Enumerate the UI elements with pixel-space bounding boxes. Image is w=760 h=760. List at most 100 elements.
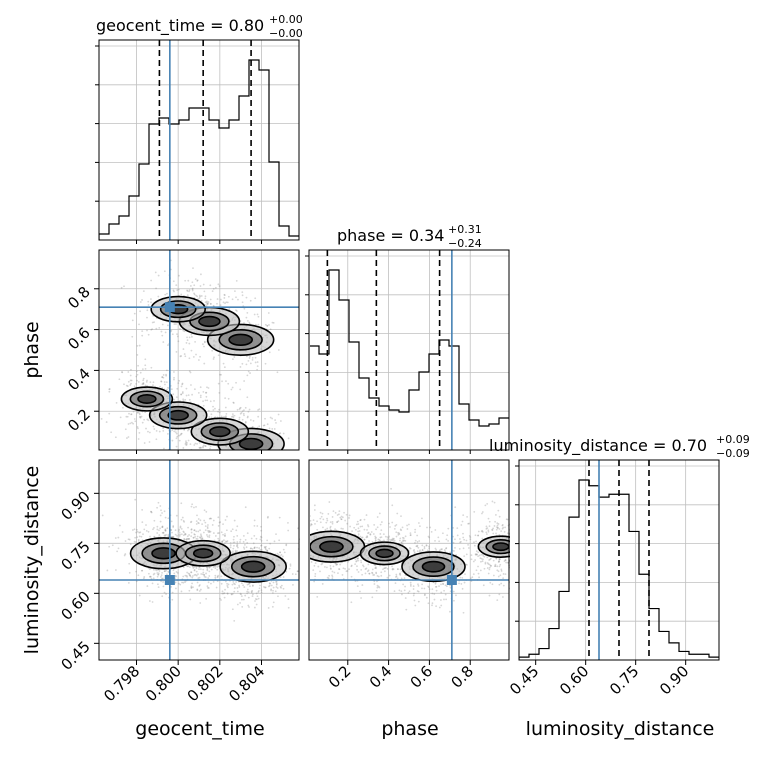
scatter-point xyxy=(159,505,162,507)
scatter-point xyxy=(185,342,188,344)
scatter-point xyxy=(232,538,235,541)
scatter-point xyxy=(473,541,475,543)
scatter-point xyxy=(185,538,187,541)
scatter-point xyxy=(236,456,238,458)
scatter-point xyxy=(118,378,121,381)
scatter-point xyxy=(222,301,225,304)
scatter-point xyxy=(495,532,497,535)
scatter-point xyxy=(166,573,168,576)
scatter-point xyxy=(447,539,450,542)
scatter-point xyxy=(257,591,260,593)
scatter-point xyxy=(156,575,159,578)
scatter-point xyxy=(226,584,229,587)
scatter-point xyxy=(183,330,186,333)
scatter-point xyxy=(524,522,526,524)
scatter-point xyxy=(274,419,277,421)
scatter-point xyxy=(190,571,192,574)
panel-frame xyxy=(308,459,510,661)
scatter-point xyxy=(192,565,194,568)
scatter-point xyxy=(137,438,140,440)
scatter-point xyxy=(255,451,257,453)
scatter-point xyxy=(499,574,502,577)
scatter-point xyxy=(414,604,417,607)
scatter-point xyxy=(209,298,212,301)
scatter-point xyxy=(178,531,181,534)
scatter-point xyxy=(425,544,428,547)
scatter-point xyxy=(371,541,374,543)
scatter-point xyxy=(272,321,275,324)
scatter-point xyxy=(494,520,496,523)
scatter-point xyxy=(398,532,400,535)
scatter-point xyxy=(374,537,377,540)
scatter-point xyxy=(481,531,484,533)
scatter-point xyxy=(137,411,139,414)
scatter-point xyxy=(192,567,195,569)
scatter-point xyxy=(166,369,168,372)
scatter-point xyxy=(357,533,360,536)
scatter-point xyxy=(512,543,514,545)
scatter-point xyxy=(164,529,167,532)
scatter-point xyxy=(171,591,174,594)
scatter-point xyxy=(414,542,416,544)
scatter-point xyxy=(400,529,403,532)
scatter-point xyxy=(163,381,166,383)
scatter-point xyxy=(211,453,213,455)
scatter-point xyxy=(452,550,455,552)
scatter-point xyxy=(235,279,238,282)
scatter-point xyxy=(206,566,209,569)
scatter-point xyxy=(357,557,360,560)
scatter-point xyxy=(511,547,513,549)
scatter-point xyxy=(171,451,173,453)
scatter-point xyxy=(212,287,215,290)
scatter-point xyxy=(429,526,432,529)
scatter-point xyxy=(375,571,377,574)
scatter-point xyxy=(329,564,332,567)
scatter-point xyxy=(141,383,144,386)
y-axis-label-phase: phase xyxy=(21,321,43,378)
scatter-point xyxy=(188,342,191,345)
scatter-point xyxy=(307,540,309,542)
scatter-point xyxy=(282,555,284,558)
scatter-point xyxy=(244,594,247,597)
scatter-point xyxy=(245,470,247,472)
scatter-point xyxy=(158,529,160,532)
scatter-point xyxy=(282,432,285,435)
scatter-point xyxy=(187,429,189,432)
scatter-point xyxy=(523,537,525,539)
scatter-point xyxy=(485,525,488,528)
scatter-point xyxy=(264,417,266,420)
scatter-point xyxy=(511,541,513,543)
scatter-point xyxy=(259,548,262,551)
scatter-point xyxy=(217,410,219,413)
scatter-point xyxy=(138,413,141,416)
scatter-point xyxy=(244,506,247,509)
scatter-point xyxy=(216,457,218,459)
scatter-point xyxy=(180,502,183,505)
scatter-point xyxy=(202,568,205,571)
scatter-point xyxy=(185,441,187,444)
scatter-point xyxy=(186,339,189,342)
scatter-point xyxy=(338,568,341,571)
scatter-point xyxy=(209,530,212,533)
scatter-point xyxy=(382,568,384,571)
scatter-point xyxy=(526,524,528,526)
scatter-point xyxy=(171,333,174,336)
scatter-point xyxy=(176,289,179,291)
y-tick-label: 0.6 xyxy=(64,324,94,354)
scatter-point xyxy=(256,361,259,363)
scatter-point xyxy=(246,532,249,535)
scatter-point xyxy=(449,551,452,554)
scatter-point xyxy=(491,528,494,531)
scatter-point xyxy=(230,593,233,595)
scatter-point xyxy=(363,518,366,521)
scatter-point xyxy=(359,535,362,538)
scatter-point xyxy=(367,532,369,535)
scatter-point xyxy=(200,573,203,575)
scatter-point xyxy=(162,374,165,376)
scatter-point xyxy=(266,324,269,327)
scatter-point xyxy=(171,598,174,601)
scatter-point xyxy=(348,514,351,517)
scatter-point xyxy=(177,288,180,291)
scatter-point xyxy=(414,531,416,534)
